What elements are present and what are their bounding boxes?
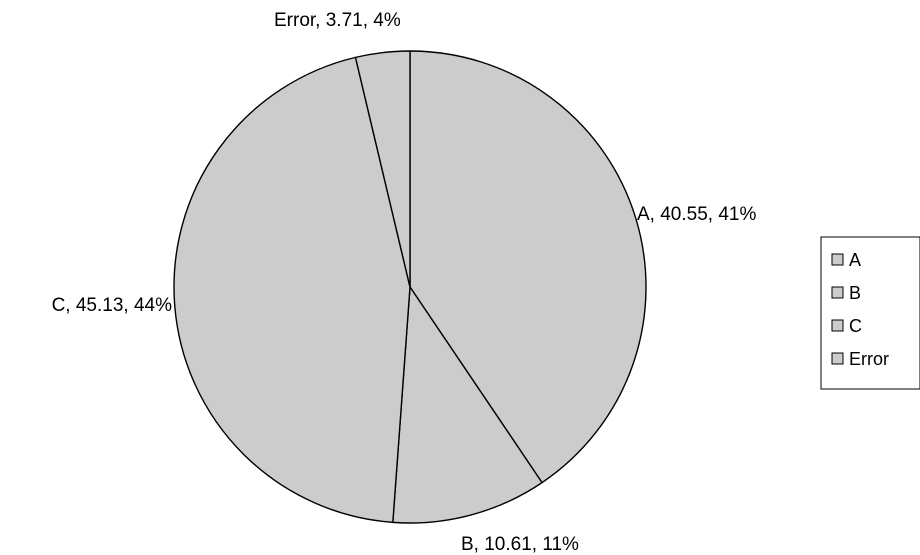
legend: ABC Error	[820, 236, 920, 390]
data-label-c: C, 45.13, 44%	[52, 295, 173, 316]
pie-slice-a	[409, 50, 647, 484]
data-label-b: B, 10.61, 11%	[461, 534, 579, 555]
legend-swatch-a	[831, 253, 844, 266]
legend-label-c: C	[849, 316, 862, 336]
legend-swatch-c	[831, 319, 844, 332]
legend-label-error: Error	[849, 349, 889, 369]
legend-label-b: B	[849, 283, 861, 303]
pie-slice-c	[173, 56, 411, 524]
legend-label-a: A	[849, 250, 861, 270]
legend-swatch-b	[831, 286, 844, 299]
pie-slices	[173, 50, 647, 524]
data-label-a: A, 40.55, 41%	[637, 204, 756, 225]
data-label-error: Error, 3.71, 4%	[274, 10, 401, 31]
legend-swatch-error	[831, 352, 844, 365]
pie-data-labels: A, 40.55, 41% B, 10.61, 11% C, 45.13, 44% E…	[52, 10, 757, 555]
pie-slice-b	[392, 286, 543, 524]
pie-slice-error	[354, 50, 411, 288]
